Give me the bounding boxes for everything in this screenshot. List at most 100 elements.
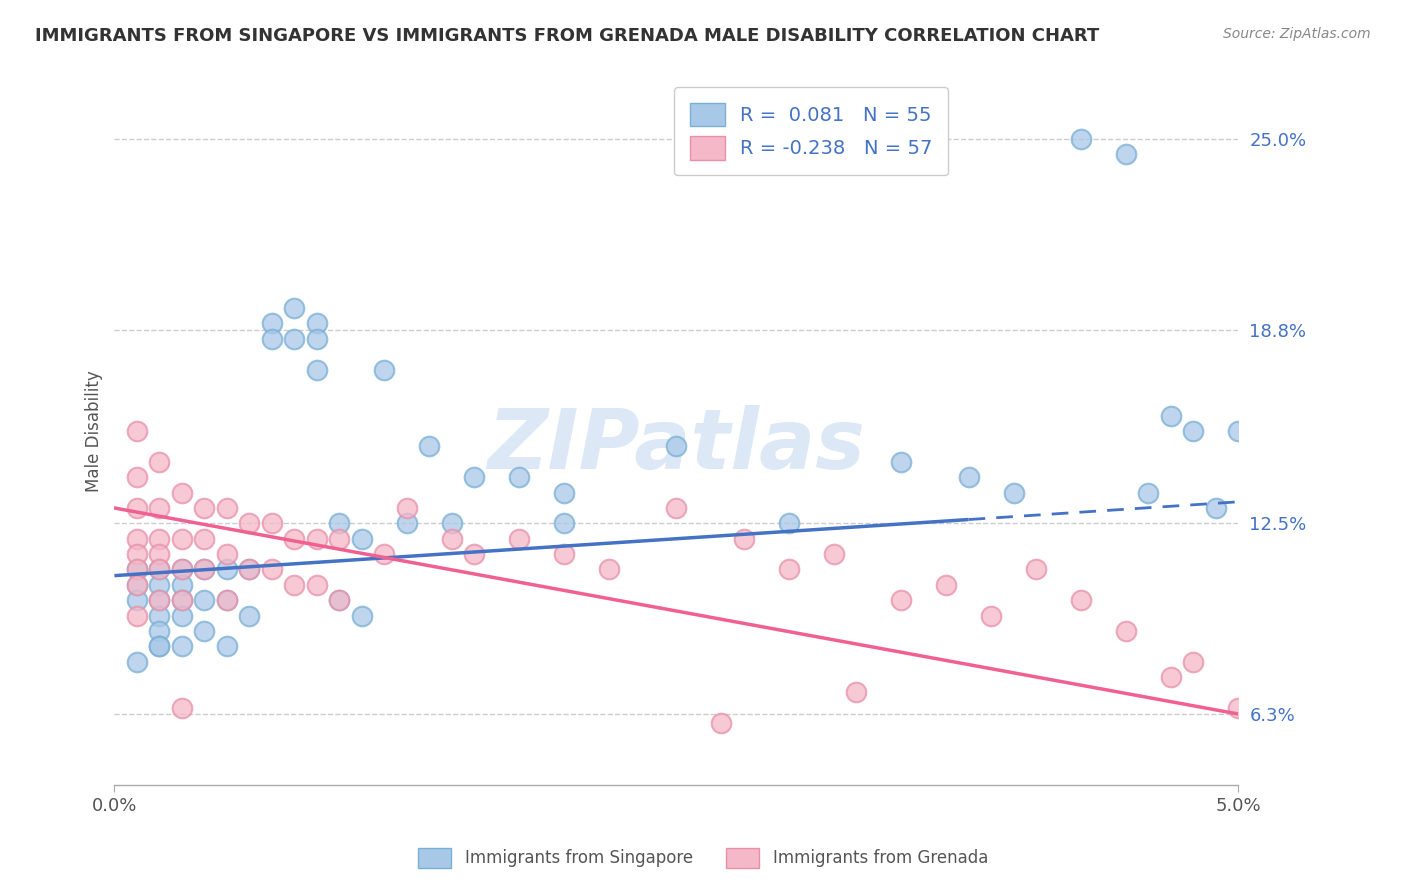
Point — [148, 455, 170, 469]
Point — [170, 562, 193, 576]
Point — [845, 685, 868, 699]
Point — [215, 500, 238, 515]
Point — [125, 532, 148, 546]
Point — [215, 593, 238, 607]
Point — [193, 532, 215, 546]
Point — [1070, 593, 1092, 607]
Point — [125, 562, 148, 576]
Point — [1227, 424, 1250, 438]
Point — [418, 440, 440, 454]
Point — [125, 547, 148, 561]
Point — [328, 532, 350, 546]
Point — [283, 332, 305, 346]
Point — [125, 578, 148, 592]
Point — [1070, 132, 1092, 146]
Point — [148, 593, 170, 607]
Point — [1205, 500, 1227, 515]
Point — [598, 562, 620, 576]
Point — [148, 640, 170, 654]
Point — [1002, 485, 1025, 500]
Point — [935, 578, 957, 592]
Point — [170, 593, 193, 607]
Point — [238, 608, 260, 623]
Point — [148, 578, 170, 592]
Point — [170, 485, 193, 500]
Point — [463, 547, 485, 561]
Point — [215, 547, 238, 561]
Point — [170, 578, 193, 592]
Text: ZIPatlas: ZIPatlas — [488, 405, 865, 486]
Point — [125, 562, 148, 576]
Point — [440, 532, 463, 546]
Point — [328, 593, 350, 607]
Point — [778, 562, 800, 576]
Point — [350, 532, 373, 546]
Point — [148, 608, 170, 623]
Point — [193, 500, 215, 515]
Point — [148, 562, 170, 576]
Point — [238, 516, 260, 531]
Point — [148, 562, 170, 576]
Point — [328, 593, 350, 607]
Point — [215, 562, 238, 576]
Point — [170, 532, 193, 546]
Point — [215, 593, 238, 607]
Point — [733, 532, 755, 546]
Text: Source: ZipAtlas.com: Source: ZipAtlas.com — [1223, 27, 1371, 41]
Point — [170, 608, 193, 623]
Point — [148, 547, 170, 561]
Point — [1137, 485, 1160, 500]
Point — [665, 500, 688, 515]
Point — [283, 532, 305, 546]
Point — [125, 470, 148, 484]
Point — [395, 500, 418, 515]
Point — [170, 562, 193, 576]
Point — [193, 593, 215, 607]
Point — [125, 593, 148, 607]
Point — [553, 547, 575, 561]
Point — [1182, 655, 1205, 669]
Point — [1160, 670, 1182, 684]
Legend: R =  0.081   N = 55, R = -0.238   N = 57: R = 0.081 N = 55, R = -0.238 N = 57 — [675, 87, 948, 176]
Y-axis label: Male Disability: Male Disability — [86, 370, 103, 492]
Point — [1025, 562, 1047, 576]
Point — [238, 562, 260, 576]
Point — [215, 640, 238, 654]
Point — [283, 578, 305, 592]
Point — [260, 562, 283, 576]
Point — [1160, 409, 1182, 423]
Point — [823, 547, 845, 561]
Point — [373, 547, 395, 561]
Point — [305, 532, 328, 546]
Point — [1227, 701, 1250, 715]
Point — [710, 716, 733, 731]
Point — [890, 593, 912, 607]
Point — [125, 655, 148, 669]
Point — [890, 455, 912, 469]
Point — [1115, 624, 1137, 638]
Point — [305, 332, 328, 346]
Point — [125, 578, 148, 592]
Point — [463, 470, 485, 484]
Point — [193, 624, 215, 638]
Point — [148, 593, 170, 607]
Point — [148, 532, 170, 546]
Point — [373, 362, 395, 376]
Point — [170, 701, 193, 715]
Point — [553, 485, 575, 500]
Point — [125, 424, 148, 438]
Point — [305, 362, 328, 376]
Point — [260, 332, 283, 346]
Point — [508, 470, 530, 484]
Point — [170, 640, 193, 654]
Point — [125, 500, 148, 515]
Point — [1182, 424, 1205, 438]
Point — [778, 516, 800, 531]
Point — [395, 516, 418, 531]
Point — [305, 578, 328, 592]
Point — [260, 317, 283, 331]
Point — [328, 516, 350, 531]
Point — [508, 532, 530, 546]
Point — [350, 608, 373, 623]
Point — [148, 624, 170, 638]
